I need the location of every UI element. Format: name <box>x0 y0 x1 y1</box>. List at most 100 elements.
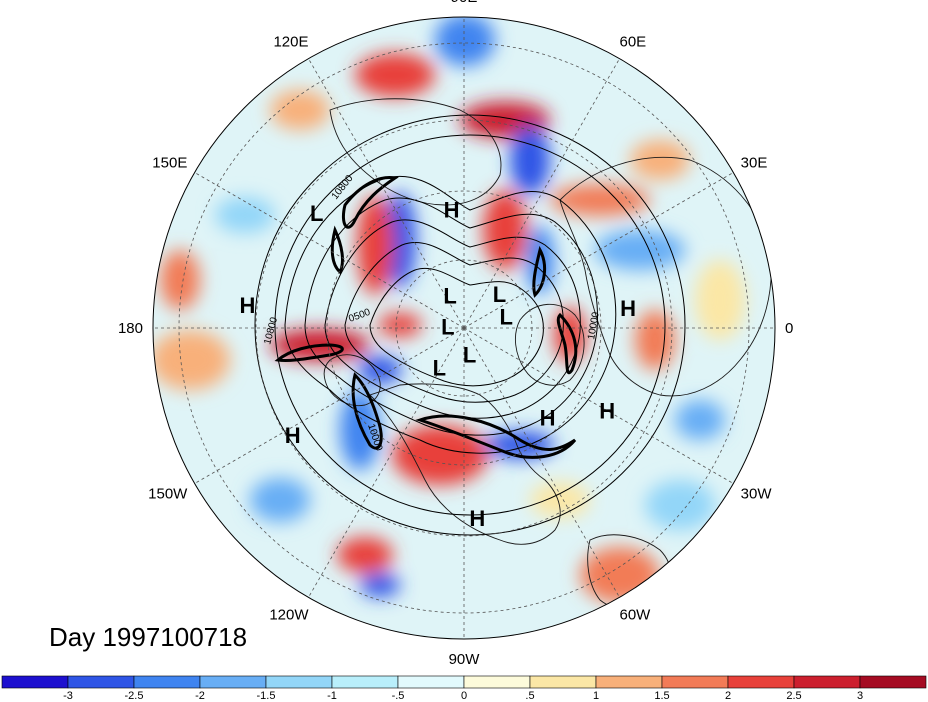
meridians <box>153 17 775 639</box>
high-pressure-label: H <box>599 399 615 424</box>
contour-line-bold <box>351 372 383 450</box>
contour-line-bold <box>274 343 344 362</box>
contour-line <box>254 114 686 536</box>
longitude-label: 150W <box>148 486 188 503</box>
contour-line-bold <box>556 312 578 374</box>
coastline-north-america <box>369 383 561 545</box>
low-pressure-label: L <box>463 343 476 368</box>
contour-line <box>274 134 666 516</box>
contour-line <box>304 197 598 436</box>
contour-line-bold <box>415 414 577 459</box>
coastline-asia-east <box>329 98 502 206</box>
longitude-label: 30W <box>741 486 773 503</box>
colorbar-tick-label: -2 <box>195 690 205 702</box>
latitude-circle <box>255 119 673 537</box>
height-contours <box>254 114 686 536</box>
day-title: Day 1997100718 <box>49 622 247 652</box>
red-anomaly <box>635 310 675 370</box>
colorbar-tick-label: 2.5 <box>786 690 801 702</box>
colorbar-swatch <box>529 675 597 689</box>
red-anomaly <box>153 330 230 390</box>
high-pressure-label: H <box>620 296 636 321</box>
blue-anomaly <box>384 192 416 288</box>
blue-anomaly <box>340 390 380 470</box>
high-pressure-label: H <box>239 293 255 318</box>
red-anomaly <box>554 307 586 363</box>
contour-line-bold <box>341 175 399 229</box>
colorbar-swatch <box>199 675 267 689</box>
red-anomaly <box>483 190 527 270</box>
meridian-line <box>308 58 465 329</box>
longitude-label: 150E <box>152 155 187 172</box>
meridian-line <box>308 327 465 598</box>
colorbar-swatch <box>463 675 531 689</box>
blue-anomaly <box>645 480 715 530</box>
red-anomaly <box>270 90 330 130</box>
blue-anomaly <box>435 17 495 66</box>
contour-label: 10000 <box>586 311 602 341</box>
low-pressure-label: L <box>499 305 512 330</box>
colorbar-tick-label: 1 <box>593 690 599 702</box>
contour-line <box>324 219 581 419</box>
red-anomaly <box>695 260 745 340</box>
high-pressure-label: H <box>540 406 556 431</box>
colorbar-tick-label: -3 <box>63 690 73 702</box>
high-pressure-label: H <box>469 506 485 531</box>
colorbar-tick-label: -.5 <box>392 690 405 702</box>
colorbar-swatch <box>661 675 729 689</box>
coastlines <box>323 98 772 612</box>
red-anomaly <box>550 184 650 216</box>
high-pressure-label: H <box>285 423 301 448</box>
blue-anomaly <box>675 400 725 440</box>
low-pressure-label: L <box>443 283 456 308</box>
colorbar-tick-label: -2.5 <box>125 690 144 702</box>
longitude-label: 60W <box>620 607 652 624</box>
colorbar-swatch <box>1 675 69 689</box>
low-pressure-label: L <box>433 355 446 380</box>
map-boundary <box>152 16 776 640</box>
coastline-eurasia <box>559 156 772 397</box>
meridian-line <box>463 327 620 598</box>
blue-anomaly <box>215 197 275 233</box>
colorbar-swatch <box>727 675 795 689</box>
colorbar: -3 -2.5 -2 -1.5 -1 -.5 0 .5 1 1.5 2 2.5 3 <box>1 675 927 702</box>
red-anomaly <box>357 195 393 295</box>
high-pressure-label: H <box>444 197 460 222</box>
meridian-line <box>194 172 465 329</box>
red-anomaly <box>378 313 422 337</box>
longitude-label: 30E <box>741 155 768 172</box>
meridian-line <box>463 172 734 329</box>
meridian-line <box>194 327 465 484</box>
colorbar-swatch <box>793 675 861 689</box>
blue-anomaly <box>595 230 685 270</box>
meridian-line <box>463 327 734 484</box>
low-pressure-label: L <box>310 201 323 226</box>
longitude-labels: 90E 60E 30E 0 30W 60W 90W 120W 150W 180 150E 120E <box>118 0 793 668</box>
colorbar-tick-label: .5 <box>525 690 534 702</box>
red-anomaly <box>160 250 200 310</box>
colorbar-tick-label: -1.5 <box>257 690 276 702</box>
colorbar-swatch <box>331 675 399 689</box>
blue-anomaly <box>360 573 400 597</box>
blue-anomaly <box>250 478 310 522</box>
contour-line-bold <box>532 245 547 298</box>
longitude-label: 90W <box>449 651 481 668</box>
longitude-label: 60E <box>620 33 647 50</box>
colorbar-swatch <box>133 675 201 689</box>
coastline-greenland <box>514 303 585 386</box>
contour-line-bold <box>330 225 344 275</box>
colorbar-swatch <box>265 675 333 689</box>
coastline-alaska <box>323 354 381 407</box>
red-anomaly <box>392 425 488 485</box>
colorbar-swatch <box>67 675 135 689</box>
latitude-circle <box>326 190 602 466</box>
low-pressure-label: L <box>493 282 506 307</box>
colorbar-swatch <box>859 675 927 689</box>
contour-line <box>344 242 564 403</box>
longitude-label: 90E <box>451 0 478 6</box>
meridian-line <box>463 58 620 329</box>
red-anomaly <box>580 547 660 603</box>
colorbar-tick-label: 1.5 <box>654 690 669 702</box>
colorbar-tick-label: -1 <box>327 690 337 702</box>
